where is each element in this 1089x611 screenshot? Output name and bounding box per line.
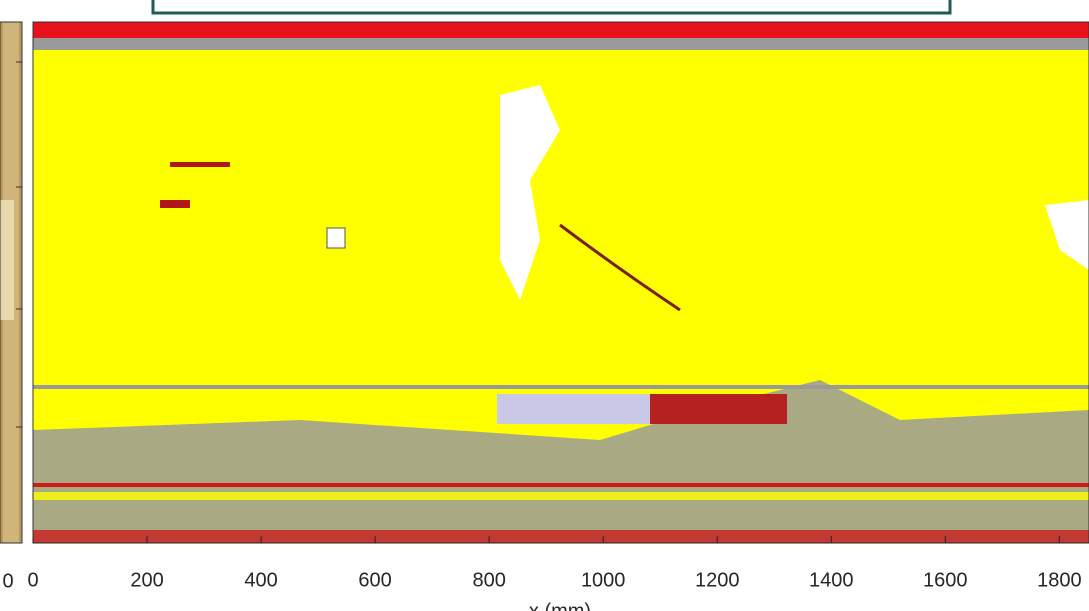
- figure: 0 0 200 400 600 800 1000 1200 1400 1600 1800 x (m…: [0, 0, 1089, 611]
- x-ticks: 0 200 400 600 800 1000 1200 1400 1600 1800: [27, 536, 1081, 591]
- x-tick-label: 400: [244, 569, 277, 591]
- x-tick-label: 0: [27, 569, 38, 591]
- left-photo: [0, 22, 22, 543]
- left-x-tick-label: 0: [2, 570, 13, 592]
- x-tick-label: 1200: [695, 569, 740, 591]
- x-tick-label: 800: [472, 569, 505, 591]
- x-tick-label: 1800: [1037, 569, 1082, 591]
- classification-map: [33, 22, 1089, 543]
- x-tick-label: 600: [358, 569, 391, 591]
- header-box: [153, 0, 950, 13]
- x-axis-label: x (mm): [529, 600, 591, 611]
- x-tick-label: 1000: [581, 569, 626, 591]
- x-tick-label: 1400: [809, 569, 854, 591]
- x-tick-label: 200: [130, 569, 163, 591]
- x-tick-label: 1600: [923, 569, 968, 591]
